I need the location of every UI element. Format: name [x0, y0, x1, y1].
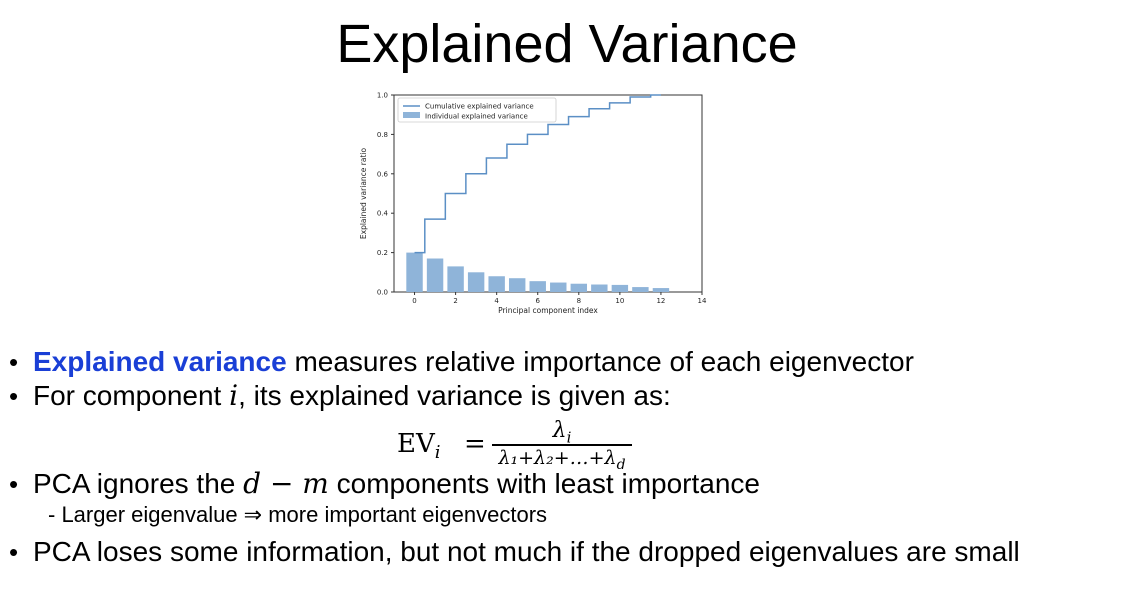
bar [591, 284, 608, 292]
formula-numerator: λi [492, 418, 632, 446]
legend-label-cumulative: Cumulative explained variance [425, 103, 534, 111]
bullet-3-subpoint: - Larger eigenvalue ⇒ more important eig… [48, 502, 548, 527]
y-tick-label: 0.6 [377, 170, 389, 178]
x-tick-label: 14 [698, 297, 707, 305]
bar [467, 272, 485, 292]
y-tick-label: 0.2 [377, 249, 388, 257]
bars-layer [406, 252, 670, 292]
bar [570, 283, 588, 292]
y-tick-label: 1.0 [377, 92, 388, 100]
bar [611, 284, 629, 292]
x-tick-label: 2 [453, 297, 457, 305]
x-tick-label: 10 [615, 297, 624, 305]
bullet-1-highlight: Explained variance [33, 346, 287, 377]
legend-label-individual: Individual explained variance [425, 113, 528, 121]
formula-den-main: λ₁+λ₂+…+λ [498, 447, 617, 469]
legend-swatch-bar [403, 112, 420, 118]
bar [406, 252, 423, 292]
chart-svg: 0.0 0.2 0.4 0.6 0.8 1.0 0 2 4 6 8 10 12 14 Principal c… [359, 92, 707, 315]
bullet-3-math: d − m [243, 467, 329, 500]
legend: Cumulative explained variance Individual … [397, 97, 557, 123]
formula-num-main: λ [552, 418, 567, 443]
y-axis-label: Explained variance ratio [359, 148, 368, 240]
formula-equals: = [464, 429, 486, 459]
x-tick-label: 4 [494, 297, 499, 305]
x-tick-label: 0 [412, 297, 416, 305]
explained-variance-formula: EVi = λi λ₁+λ₂+…+λd [397, 418, 657, 474]
formula-num-sub: i [566, 428, 572, 447]
bar [632, 287, 649, 292]
bar [426, 258, 444, 292]
y-tick-label: 0.4 [377, 210, 389, 218]
bullet-3-pre: PCA ignores the [33, 468, 244, 499]
formula-den-sub: d [616, 456, 626, 473]
fraction-bar [492, 444, 632, 446]
formula-lhs-sub: i [434, 442, 441, 464]
line-layer [414, 94, 661, 254]
bar [488, 276, 505, 292]
y-tick-label: 0.8 [377, 131, 388, 139]
bullet-3-post: components with least importance [328, 468, 760, 499]
bullet-marker: • [9, 347, 19, 377]
bar [447, 266, 464, 292]
bar [508, 278, 526, 292]
formula-denominator: λ₁+λ₂+…+λd [492, 447, 632, 473]
axes-layer: 0.0 0.2 0.4 0.6 0.8 1.0 0 2 4 6 8 10 12 14 Principal c… [359, 92, 707, 315]
x-axis-label: Principal component index [498, 306, 598, 315]
explained-variance-chart: 0.0 0.2 0.4 0.6 0.8 1.0 0 2 4 6 8 10 12 14 Principal c… [354, 92, 724, 324]
cumulative-step-line [414, 94, 661, 254]
bar [652, 288, 670, 292]
bullet-1-rest: measures relative importance of each eig… [286, 346, 914, 377]
x-tick-label: 8 [577, 297, 581, 305]
formula-lhs: EVi [397, 429, 441, 463]
formula-lhs-main: EV [397, 429, 435, 459]
x-tick-label: 12 [656, 297, 665, 305]
slide-title: Explained Variance [336, 14, 798, 74]
y-tick-label: 0.0 [377, 289, 388, 297]
bullet-marker: • [9, 469, 19, 499]
x-tick-label: 6 [535, 297, 540, 305]
bullet-4-text: PCA loses some information, but not much… [33, 536, 1020, 567]
bar [529, 281, 546, 292]
plot-frame [393, 94, 703, 293]
legend-box [397, 97, 557, 123]
bullet-marker: • [9, 537, 19, 567]
bullet-marker: • [9, 381, 19, 411]
bullet-2-text: For component i, its explained variance … [33, 379, 671, 413]
bullet-3-text: PCA ignores the d − m components with le… [33, 467, 760, 501]
bullet-1-text: Explained variance measures relative imp… [33, 345, 914, 379]
bullet-2-var: i [229, 379, 239, 412]
bullet-2-post: , its explained variance is given as: [238, 380, 671, 411]
bullet-2-pre: For component [33, 380, 230, 411]
bar [550, 282, 567, 292]
